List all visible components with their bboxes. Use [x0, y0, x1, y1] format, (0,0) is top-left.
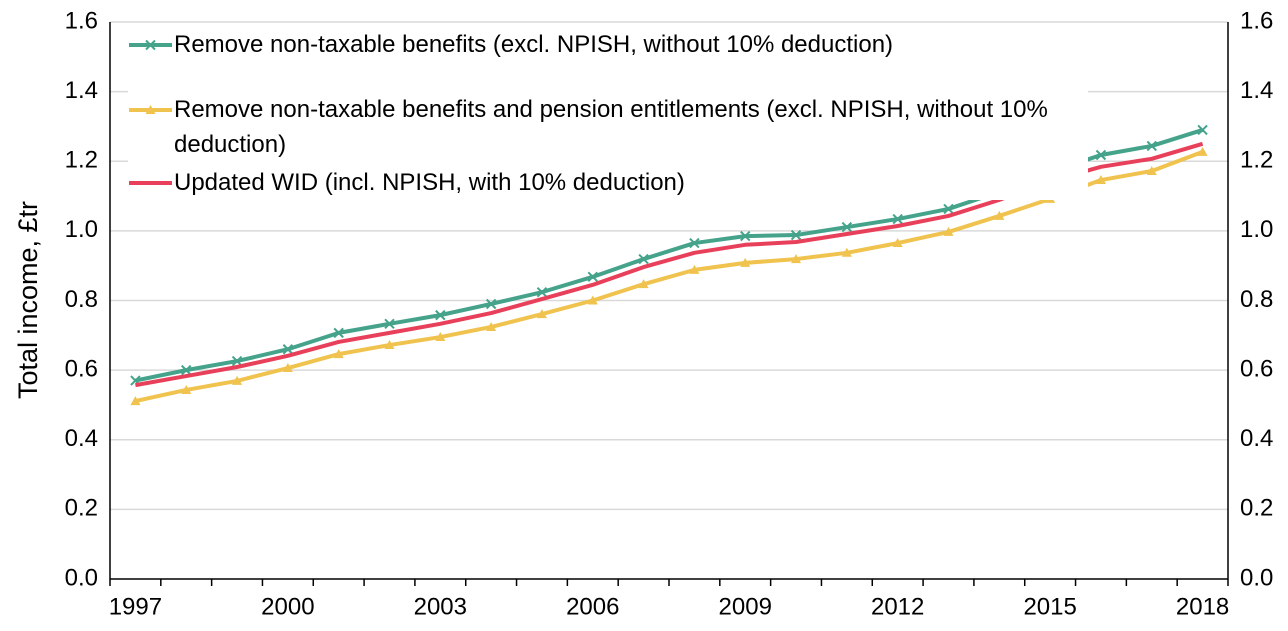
marker	[282, 344, 294, 355]
marker	[587, 295, 598, 305]
marker	[1197, 124, 1208, 136]
marker	[689, 264, 700, 274]
marker	[232, 375, 243, 385]
y2-tick-label: 1.4	[1240, 77, 1273, 104]
y2-tick-label: 0.0	[1240, 564, 1273, 591]
marker	[841, 247, 852, 257]
y2-tick-label: 0.2	[1240, 495, 1273, 522]
x-tick-label: 2018	[1176, 593, 1229, 620]
legend-label: Updated WID (incl. NPISH, with 10% deduc…	[174, 169, 685, 196]
marker	[1095, 149, 1107, 161]
y-tick-label: 0.6	[65, 355, 98, 382]
legend-entry: Remove non-taxable benefits and pension …	[128, 92, 1088, 162]
marker	[536, 309, 547, 319]
marker	[892, 213, 903, 225]
y2-tick-label: 1.2	[1240, 147, 1273, 174]
marker	[145, 105, 156, 114]
marker	[1095, 175, 1106, 185]
y-tick-label: 1.6	[65, 7, 98, 34]
marker	[841, 221, 853, 233]
y2-tick-label: 0.4	[1240, 425, 1273, 452]
y-tick-label: 1.4	[65, 77, 98, 104]
marker	[943, 203, 954, 215]
y-tick-label: 1.0	[65, 216, 98, 243]
x-tick-label: 2003	[414, 593, 467, 620]
legend-entry: Updated WID (incl. NPISH, with 10% deduc…	[128, 165, 1088, 200]
marker	[145, 39, 156, 51]
marker	[1146, 165, 1157, 175]
marker	[485, 298, 497, 310]
marker	[892, 238, 903, 248]
legend-entry: Remove non-taxable benefits (excl. NPISH…	[128, 27, 1088, 62]
x-tick-label: 2009	[719, 593, 772, 620]
y2-tick-label: 0.8	[1240, 286, 1273, 313]
marker	[486, 321, 497, 331]
legend-swatch	[129, 39, 172, 51]
marker	[333, 349, 344, 359]
marker	[384, 318, 395, 330]
marker	[130, 396, 141, 406]
marker	[791, 254, 802, 264]
y-tick-label: 0.4	[65, 425, 98, 452]
y-tick-label: 1.2	[65, 147, 98, 174]
legend-swatch	[129, 181, 172, 185]
marker	[435, 332, 446, 342]
y-tick-label: 0.0	[65, 564, 98, 591]
marker	[181, 364, 192, 376]
marker	[689, 237, 700, 249]
x-tick-label: 2000	[261, 593, 314, 620]
marker	[638, 253, 649, 265]
y2-tick-label: 1.6	[1240, 7, 1273, 34]
marker	[181, 384, 192, 394]
y-tick-label: 0.2	[65, 495, 98, 522]
legend: Remove non-taxable benefits (excl. NPISH…	[128, 27, 1088, 200]
marker	[1197, 146, 1208, 156]
legend-swatch	[129, 105, 172, 114]
marker	[1146, 140, 1157, 152]
legend-label: Remove non-taxable benefits (excl. NPISH…	[174, 31, 894, 58]
y2-tick-label: 1.0	[1240, 216, 1273, 243]
marker	[740, 257, 751, 267]
x-tick-label: 1997	[109, 593, 162, 620]
x-tick-label: 2006	[566, 593, 619, 620]
y2-tick-label: 0.6	[1240, 355, 1273, 382]
x-tick-label: 2015	[1023, 593, 1076, 620]
marker	[587, 271, 598, 283]
x-tick-label: 2012	[871, 593, 924, 620]
marker	[333, 327, 344, 339]
marker	[435, 309, 446, 321]
marker	[994, 210, 1005, 220]
marker	[536, 286, 548, 298]
marker	[282, 363, 293, 373]
y-tick-label: 0.8	[65, 286, 98, 313]
marker	[943, 226, 954, 236]
marker	[790, 229, 802, 241]
marker	[638, 279, 649, 289]
marker	[384, 340, 395, 350]
legend-label: Remove non-taxable benefits and pension …	[174, 96, 1048, 158]
marker	[231, 355, 243, 367]
marker	[740, 230, 751, 242]
series-line	[134, 149, 1204, 404]
y-axis-title: Total income, £tr	[13, 201, 43, 399]
